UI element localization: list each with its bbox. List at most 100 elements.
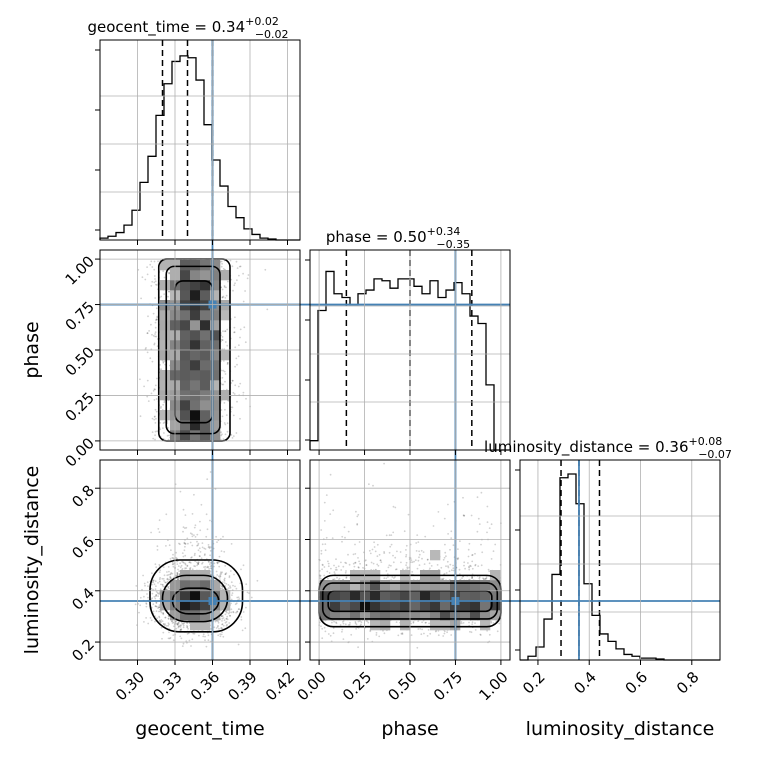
scatter-point — [155, 283, 157, 286]
scatter-point — [219, 573, 222, 576]
scatter-point — [161, 584, 164, 586]
scatter-point — [239, 582, 242, 585]
scatter-point — [220, 399, 223, 402]
density-cell — [200, 380, 211, 391]
scatter-point — [194, 524, 197, 527]
scatter-point — [220, 572, 223, 575]
scatter-point — [236, 400, 238, 403]
scatter-point — [203, 566, 205, 568]
scatter-point — [188, 561, 191, 564]
scatter-point — [216, 574, 219, 576]
scatter-point — [264, 268, 267, 271]
scatter-point — [218, 555, 221, 558]
scatter-point — [151, 333, 153, 336]
scatter-point — [209, 561, 212, 564]
density-cell — [210, 430, 221, 441]
scatter-point — [176, 574, 179, 577]
density-cell — [160, 350, 171, 361]
scatter-point — [156, 617, 159, 620]
density-cell — [180, 350, 191, 361]
scatter-point — [205, 535, 208, 538]
scatter-point — [224, 341, 227, 343]
scatter-point — [179, 543, 181, 546]
scatter-point — [221, 631, 224, 633]
scatter-point — [167, 574, 170, 576]
scatter-point — [168, 570, 170, 573]
scatter-point — [224, 621, 227, 624]
scatter-point — [166, 574, 169, 577]
scatter-point — [223, 285, 226, 287]
density-cell — [220, 350, 231, 361]
scatter-point — [209, 563, 211, 565]
scatter-point — [153, 399, 156, 401]
scatter-point — [221, 623, 224, 626]
scatter-point — [207, 544, 210, 546]
scatter-point — [181, 645, 184, 647]
scatter-point — [162, 631, 165, 634]
scatter-point — [181, 622, 184, 625]
scatter-point — [147, 585, 149, 587]
density-cell — [200, 400, 211, 411]
scatter-point — [156, 316, 159, 319]
scatter-point — [169, 577, 172, 579]
scatter-point — [154, 597, 157, 600]
scatter-point — [162, 427, 164, 429]
scatter-point — [144, 278, 147, 281]
scatter-point — [208, 568, 211, 570]
scatter-point — [152, 581, 155, 584]
scatter-point — [182, 623, 185, 625]
scatter-point — [184, 527, 186, 529]
scatter-point — [147, 596, 149, 599]
scatter-point — [161, 577, 164, 580]
scatter-point — [188, 567, 191, 570]
scatter-point — [222, 295, 225, 298]
scatter-point — [158, 563, 161, 566]
scatter-point — [230, 598, 233, 601]
scatter-point — [163, 399, 166, 402]
scatter-point — [220, 431, 223, 434]
scatter-point — [150, 531, 153, 534]
density-cell — [200, 310, 211, 321]
scatter-point — [193, 493, 195, 496]
density-cell — [180, 280, 191, 291]
scatter-point — [221, 615, 223, 618]
density-cell — [200, 330, 211, 341]
density-cell — [160, 320, 171, 331]
scatter-point — [231, 592, 234, 594]
scatter-point — [244, 341, 247, 344]
scatter-point — [226, 430, 229, 433]
density-cell — [160, 280, 171, 291]
scatter-point — [157, 592, 160, 595]
scatter-point — [240, 568, 242, 571]
density-cell — [200, 280, 211, 291]
density-cell — [200, 350, 211, 361]
scatter-point — [221, 339, 224, 341]
scatter-point — [206, 528, 209, 531]
scatter-point — [204, 568, 207, 571]
scatter-point — [240, 618, 243, 621]
scatter-point — [221, 336, 224, 338]
scatter-point — [172, 639, 175, 642]
scatter-point — [238, 274, 240, 277]
scatter-point — [233, 331, 236, 334]
scatter-point — [177, 625, 180, 628]
scatter-point — [154, 430, 157, 433]
scatter-point — [223, 286, 226, 288]
density-cell — [200, 370, 211, 381]
scatter-point — [176, 560, 178, 563]
scatter-point — [171, 557, 174, 559]
scatter-point — [172, 634, 175, 636]
scatter-point — [164, 616, 167, 619]
scatter-point — [149, 617, 152, 619]
scatter-point — [232, 289, 234, 292]
scatter-point — [197, 561, 200, 563]
scatter-point — [179, 566, 182, 569]
density-cell — [200, 360, 211, 371]
density-cell — [210, 270, 221, 281]
scatter-point — [156, 549, 159, 551]
scatter-point — [159, 569, 162, 572]
scatter-point — [223, 402, 226, 404]
scatter-point — [232, 414, 235, 417]
scatter-point — [230, 611, 233, 614]
